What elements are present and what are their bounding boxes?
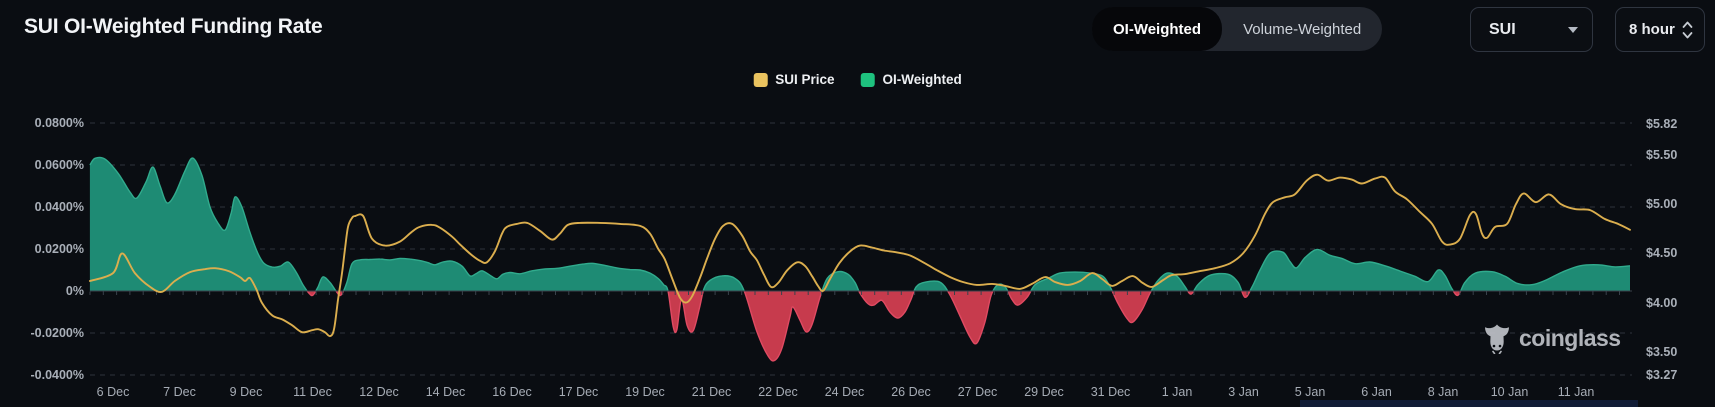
tab-volume-weighted[interactable]: Volume-Weighted — [1222, 7, 1382, 51]
left-axis-label: 0.0800% — [34, 116, 84, 130]
weighting-segmented-control: OI-Weighted Volume-Weighted — [1092, 7, 1383, 51]
legend-item-1[interactable]: OI-Weighted — [860, 72, 962, 87]
interval-select-value: 8 hour — [1629, 21, 1675, 38]
legend-swatch-icon — [753, 72, 768, 87]
tab-oi-weighted[interactable]: OI-Weighted — [1092, 7, 1223, 51]
x-axis-label: 16 Dec — [492, 385, 532, 399]
x-axis-label: 12 Dec — [359, 385, 399, 399]
left-axis-label: -0.0400% — [30, 368, 84, 382]
coinglass-bull-icon — [1485, 324, 1509, 354]
coinglass-watermark-label: coinglass — [1519, 324, 1621, 351]
page-title: SUI OI-Weighted Funding Rate — [24, 15, 323, 38]
right-axis-label: $4.00 — [1646, 295, 1678, 310]
legend-swatch-icon — [860, 72, 875, 87]
up-down-chevrons-icon — [1682, 21, 1693, 38]
x-axis-label: 1 Jan — [1161, 385, 1193, 399]
right-axis-label: $3.50 — [1646, 344, 1678, 359]
x-axis-label: 10 Jan — [1490, 385, 1529, 399]
x-axis-label: 8 Jan — [1427, 385, 1459, 399]
x-axis-label: 11 Jan — [1557, 385, 1595, 399]
chevron-down-icon — [1568, 26, 1578, 33]
x-axis-label: 29 Dec — [1024, 385, 1064, 399]
x-axis-label: 11 Dec — [293, 385, 332, 399]
x-axis-label: 26 Dec — [891, 385, 931, 399]
right-axis-label: $5.50 — [1646, 147, 1678, 162]
scroll-zoom-strip[interactable] — [1300, 400, 1638, 407]
left-axis-label: -0.0200% — [30, 326, 84, 340]
x-axis-label: 14 Dec — [425, 385, 466, 399]
x-axis-label: 27 Dec — [957, 385, 998, 399]
right-axis-label: $5.00 — [1646, 197, 1678, 212]
legend-label: OI-Weighted — [882, 72, 962, 87]
x-axis-label: 22 Dec — [758, 385, 798, 399]
right-axis-label: $4.50 — [1646, 246, 1678, 261]
x-axis-label: 7 Dec — [163, 385, 196, 399]
legend-label: SUI Price — [775, 72, 835, 87]
x-axis-label: 31 Dec — [1090, 385, 1131, 399]
x-axis-label: 24 Dec — [824, 385, 865, 399]
chart-legend: SUI Price OI-Weighted — [753, 72, 962, 87]
interval-select[interactable]: 8 hour — [1615, 7, 1705, 52]
symbol-select[interactable]: SUI — [1470, 7, 1593, 52]
x-axis-label: 9 Dec — [229, 385, 263, 399]
right-axis-label: $3.27 — [1646, 367, 1678, 382]
x-axis-label: 6 Dec — [96, 385, 130, 399]
x-axis-label: 5 Jan — [1294, 385, 1326, 399]
x-axis-label: 3 Jan — [1228, 385, 1259, 399]
coinglass-watermark: coinglass — [1482, 322, 1621, 354]
left-axis-label: 0.0200% — [34, 242, 84, 256]
left-axis-label: 0% — [65, 284, 84, 298]
x-axis-label: 21 Dec — [691, 385, 732, 399]
x-axis-label: 19 Dec — [625, 385, 665, 399]
right-axis-label: $5.82 — [1646, 116, 1678, 131]
left-axis-label: 0.0400% — [34, 200, 84, 214]
x-axis-label: 6 Jan — [1361, 385, 1392, 399]
symbol-select-value: SUI — [1489, 20, 1516, 38]
legend-item-0[interactable]: SUI Price — [753, 72, 835, 87]
left-axis-label: 0.0600% — [34, 158, 84, 172]
x-axis-label: 17 Dec — [558, 385, 599, 399]
